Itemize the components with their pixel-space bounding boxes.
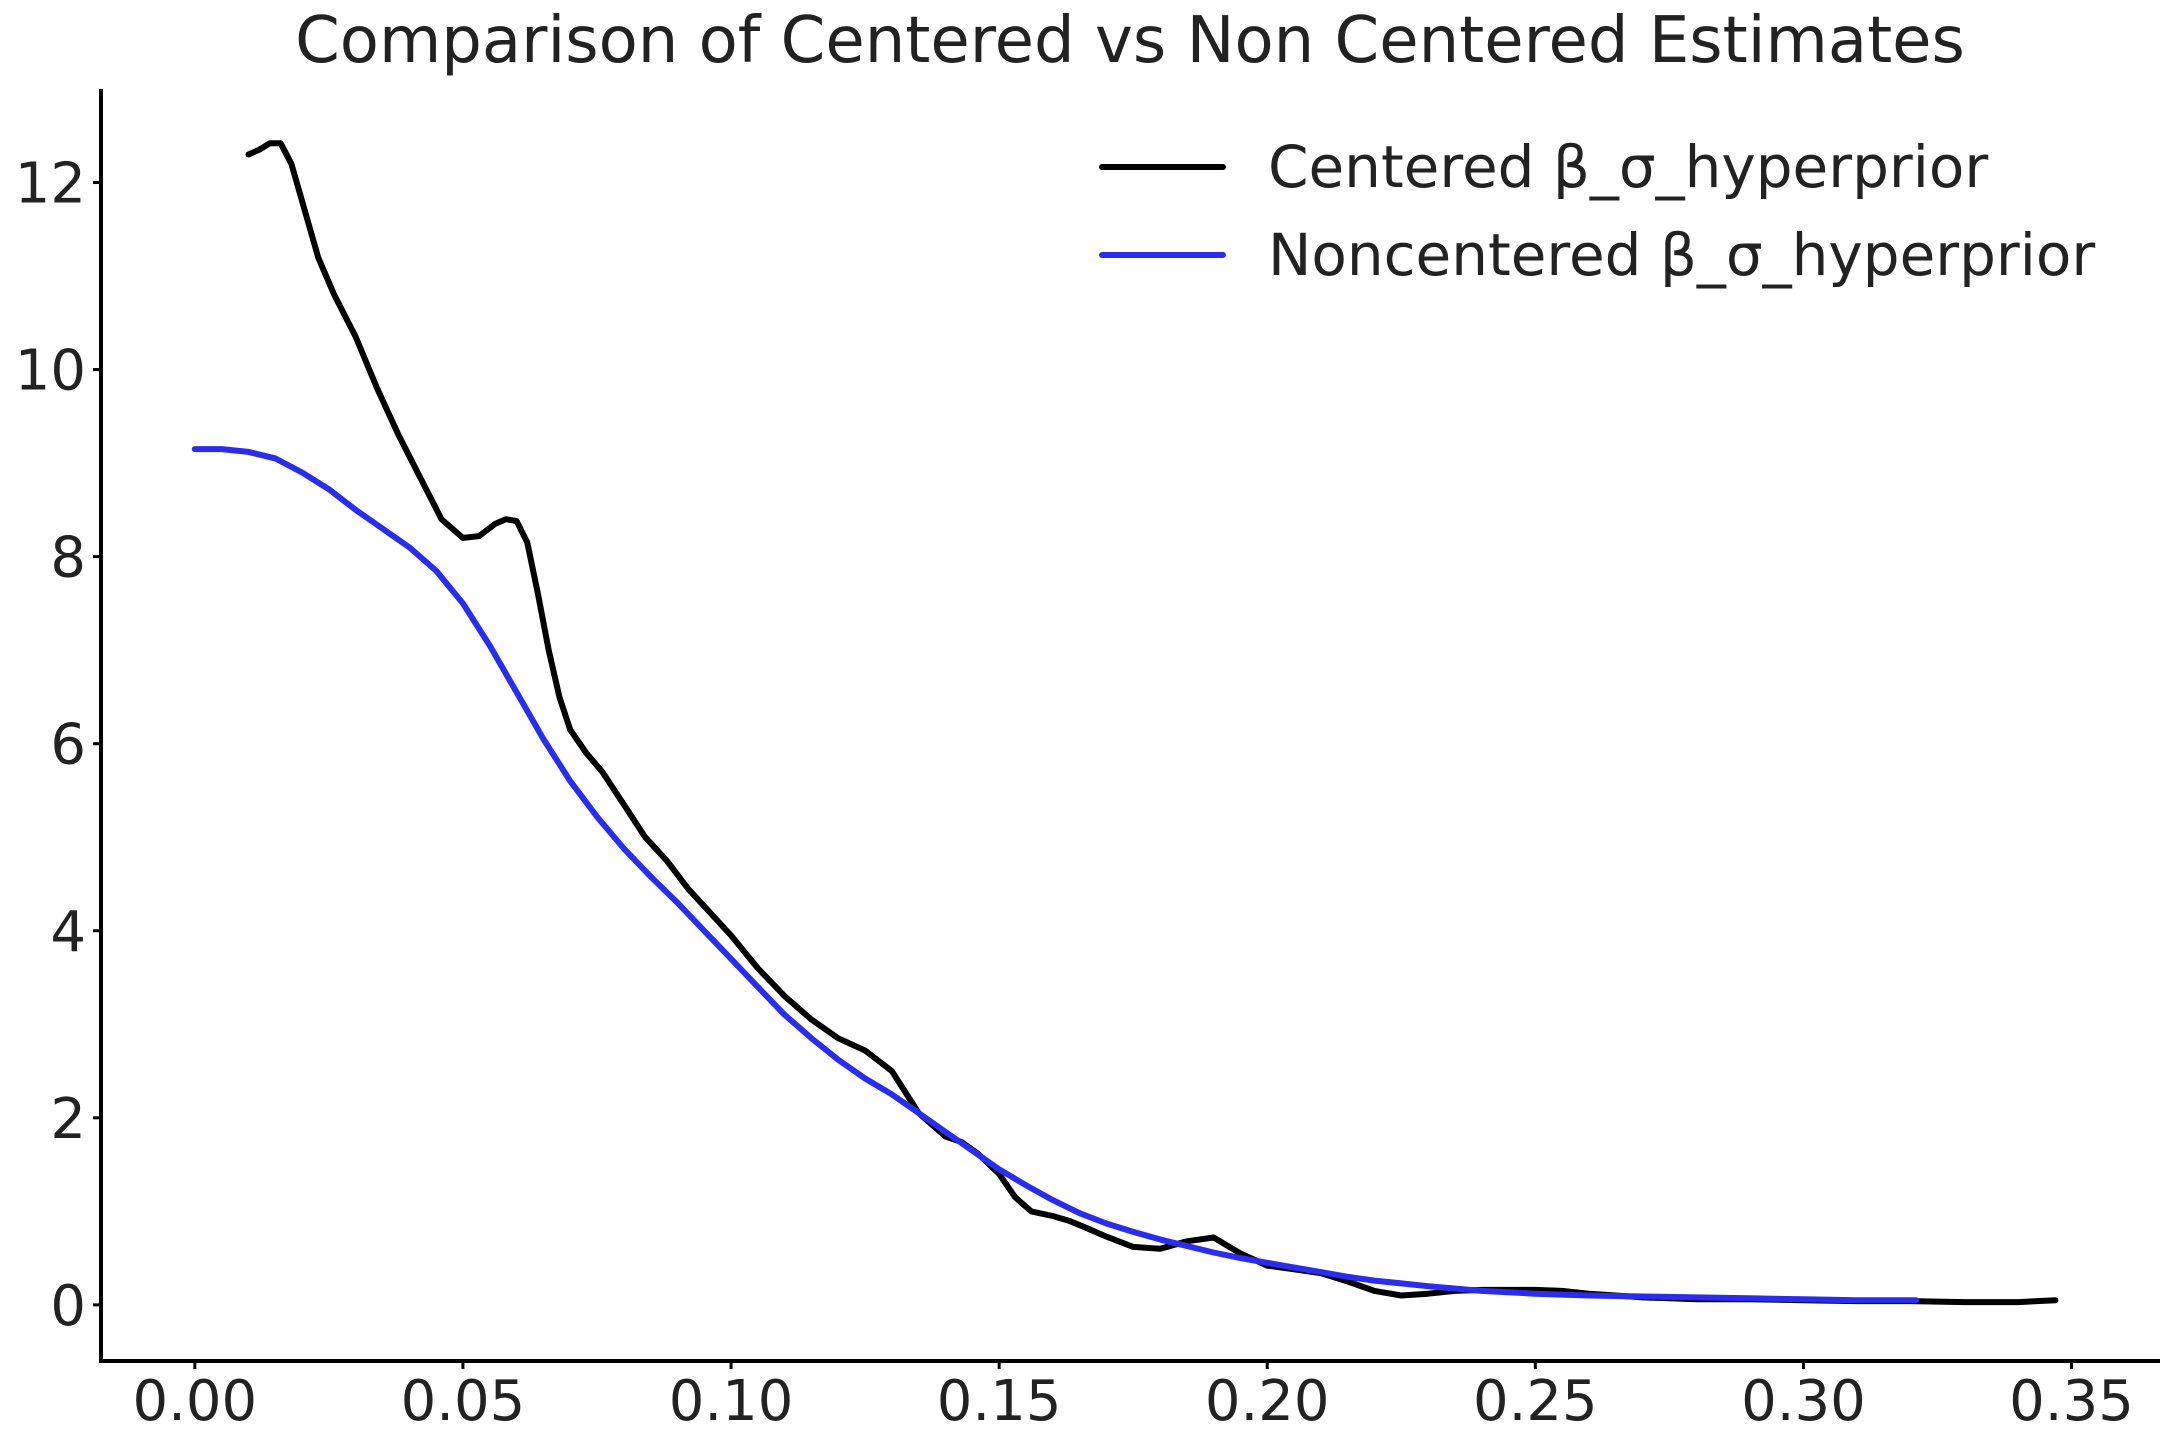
y-tick-label: 12 [15, 152, 86, 217]
x-tick-label: 0.10 [669, 1369, 794, 1434]
x-tick-label: 0.05 [401, 1369, 526, 1434]
chart-title: Comparison of Centered vs Non Centered E… [295, 4, 1965, 78]
x-tick-label: 0.30 [1741, 1369, 1866, 1434]
series-layer [191, 140, 2059, 1306]
x-tick-label: 0.25 [1473, 1369, 1598, 1434]
legend-label-1: Noncentered β_σ_hyperprior [1268, 221, 2095, 289]
x-axis-ticks: 0.00 0.05 0.10 0.15 0.20 0.25 0.30 0.35 [132, 1361, 2134, 1434]
y-tick-label: 8 [50, 526, 86, 591]
y-axis-ticks: 0 2 4 6 8 10 12 [15, 152, 101, 1339]
legend-label-0: Centered β_σ_hyperprior [1268, 133, 1988, 201]
y-tick-label: 4 [50, 900, 86, 965]
y-tick-label: 0 [50, 1274, 86, 1339]
x-tick-label: 0.35 [2009, 1369, 2134, 1434]
x-tick-label: 0.20 [1205, 1369, 1330, 1434]
y-tick-label: 10 [15, 339, 86, 404]
x-tick-label: 0.15 [937, 1369, 1062, 1434]
legend: Centered β_σ_hyperprior Noncentered β_σ_h… [1099, 133, 2095, 289]
x-tick-label: 0.00 [132, 1369, 257, 1434]
series-line-1 [191, 446, 1919, 1304]
series-line-0 [245, 140, 2059, 1306]
y-tick-label: 2 [50, 1087, 86, 1152]
y-tick-label: 6 [50, 713, 86, 778]
